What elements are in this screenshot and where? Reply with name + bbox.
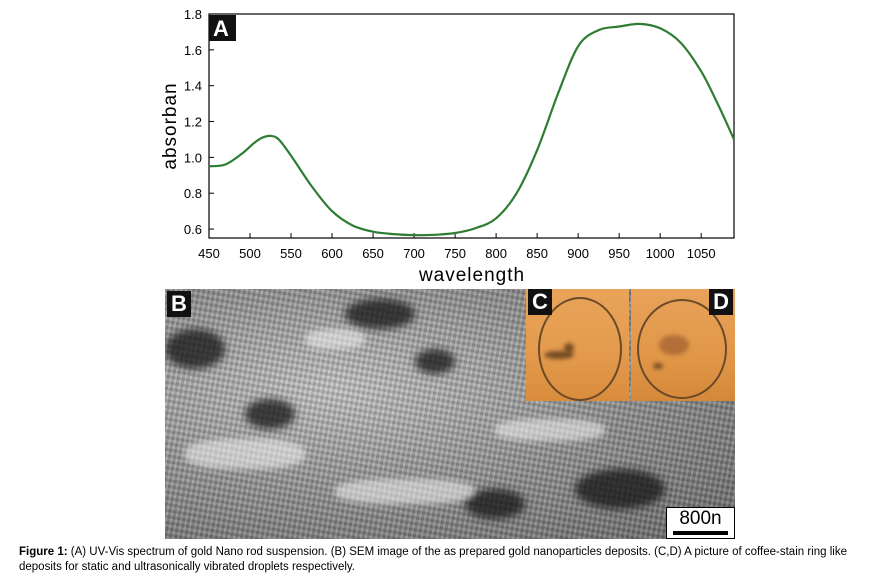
x-tick-label: 750 (444, 246, 466, 261)
plot-frame (208, 13, 735, 239)
x-tick-label: 450 (198, 246, 220, 261)
x-tick-label: 600 (321, 246, 343, 261)
y-tick-label: 1.0 (184, 150, 202, 165)
scale-bar-line (673, 531, 728, 535)
x-tick-label: 800 (485, 246, 507, 261)
y-axis-title: absorban (160, 82, 181, 169)
panel-c-label: C (528, 289, 552, 315)
x-axis-title: wavelength (418, 265, 525, 286)
panel-a-label: A (213, 16, 229, 41)
x-tick-label: 700 (403, 246, 425, 261)
scale-bar-label: 800n (679, 508, 722, 529)
x-axis-ticks: 450 500 550 600 650 700 750 800 850 900 950 1000 105… (198, 233, 716, 261)
y-tick-label: 1.6 (184, 43, 202, 58)
x-tick-label: 550 (280, 246, 302, 261)
caption-lead: Figure 1: (19, 546, 68, 558)
panel-b-label: B (167, 291, 191, 317)
y-tick-label: 1.8 (184, 7, 202, 22)
droplet-d-photo: D (631, 289, 735, 401)
x-tick-label: 650 (362, 246, 384, 261)
panel-a-label-bg (209, 15, 236, 41)
figure-caption: Figure 1: (A) UV-Vis spectrum of gold Na… (19, 545, 889, 575)
uv-vis-chart: 0.6 0.8 1.0 1.2 1.4 1.6 1.8 450 500 550 600 650 700… (160, 7, 736, 286)
x-tick-label: 500 (239, 246, 261, 261)
y-axis-ticks: 0.6 0.8 1.0 1.2 1.4 1.6 1.8 (184, 7, 214, 237)
absorbance-series-line (208, 22, 736, 237)
panel-d-label: D (709, 289, 733, 315)
caption-text: (A) UV-Vis spectrum of gold Nano rod sus… (19, 546, 847, 573)
droplet-c-photo: C (526, 289, 629, 401)
x-tick-label: 950 (608, 246, 630, 261)
y-tick-label: 0.6 (184, 222, 202, 237)
x-tick-label: 850 (526, 246, 548, 261)
scale-bar: 800n (666, 507, 735, 539)
y-tick-label: 0.8 (184, 186, 202, 201)
x-tick-label: 900 (567, 246, 589, 261)
y-tick-label: 1.4 (184, 79, 202, 94)
x-tick-label: 1050 (687, 246, 716, 261)
y-tick-label: 1.2 (184, 115, 202, 130)
x-tick-label: 1000 (646, 246, 675, 261)
